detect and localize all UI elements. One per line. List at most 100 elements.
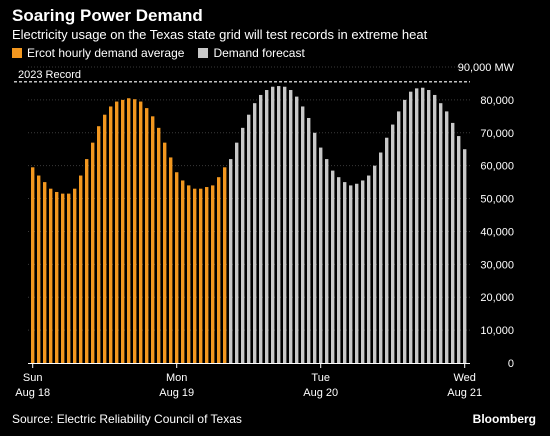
y-tick-label: 60,000 [480, 161, 514, 173]
bar-forecast [427, 90, 431, 364]
bar-forecast [385, 137, 389, 363]
bar-actual [91, 142, 95, 363]
bar-forecast [349, 185, 353, 363]
bar-actual [163, 142, 167, 363]
bar-forecast [367, 175, 371, 363]
y-tick-label: 0 [508, 358, 514, 370]
bar-forecast [295, 96, 299, 363]
x-tick-label: Mon [166, 372, 187, 384]
bar-actual [61, 193, 65, 363]
bar-forecast [313, 132, 317, 363]
bar-forecast [235, 142, 239, 363]
y-tick-label: 10,000 [480, 325, 514, 337]
source-note: Source: Electric Reliability Council of … [12, 412, 242, 426]
bar-actual [151, 116, 155, 363]
legend: Ercot hourly demand average Demand forec… [12, 46, 319, 60]
bar-actual [205, 187, 209, 363]
bar-actual [175, 172, 179, 363]
bar-forecast [241, 127, 245, 363]
x-tick-label: Aug 18 [15, 387, 50, 399]
bar-forecast [361, 180, 365, 363]
bar-forecast [379, 152, 383, 363]
bar-forecast [439, 103, 443, 363]
bar-forecast [463, 149, 467, 363]
brand-logo: Bloomberg [472, 412, 536, 426]
bar-actual [187, 185, 191, 363]
bar-forecast [319, 147, 323, 363]
bar-forecast [301, 106, 305, 363]
y-tick-label: 80,000 [480, 95, 514, 107]
bar-actual [121, 99, 125, 363]
bar-forecast [265, 90, 269, 364]
bar-forecast [415, 88, 419, 363]
bar-actual [169, 157, 173, 363]
bar-forecast [451, 122, 455, 364]
x-tick-label: Sun [23, 372, 43, 384]
legend-label-actual: Ercot hourly demand average [27, 46, 185, 60]
bar-actual [211, 185, 215, 363]
bar-forecast [325, 159, 329, 363]
bar-actual [43, 182, 47, 363]
bar-forecast [277, 86, 281, 363]
bar-actual [223, 167, 227, 363]
bar-forecast [409, 91, 413, 364]
legend-swatch-forecast [198, 48, 209, 58]
bar-actual [97, 126, 101, 363]
bar-forecast [343, 182, 347, 363]
bar-actual [73, 188, 77, 363]
chart-title: Soaring Power Demand [12, 6, 203, 25]
legend-swatch-actual [12, 48, 22, 58]
bar-actual [193, 188, 197, 363]
bar-forecast [457, 136, 461, 363]
bar-forecast [307, 117, 311, 363]
x-tick-label: Aug 19 [159, 387, 194, 399]
bar-actual [79, 175, 83, 363]
bar-actual [127, 98, 131, 363]
bar-forecast [337, 177, 341, 363]
bar-forecast [445, 111, 449, 364]
bar-actual [31, 167, 35, 363]
legend-label-forecast: Demand forecast [213, 46, 305, 60]
bar-actual [115, 101, 119, 364]
x-tick-label: Aug 21 [447, 387, 482, 399]
y-tick-label: 50,000 [480, 194, 514, 206]
y-tick-label: 20,000 [480, 292, 514, 304]
bar-actual [133, 99, 137, 363]
record-label: 2023 Record [18, 69, 81, 81]
bar-actual [37, 175, 41, 363]
bar-actual [109, 106, 113, 363]
bar-actual [49, 188, 53, 363]
bar-forecast [247, 114, 251, 363]
bar-actual [199, 188, 203, 363]
bar-actual [67, 193, 71, 363]
bar-forecast [433, 94, 437, 363]
x-tick-label: Wed [453, 372, 475, 384]
bar-actual [85, 159, 89, 363]
bar-actual [217, 177, 221, 363]
bar-forecast [421, 87, 425, 363]
bar-forecast [331, 170, 335, 363]
y-tick-label: 70,000 [480, 128, 514, 140]
bar-forecast [271, 86, 275, 363]
y-tick-label: 40,000 [480, 226, 514, 238]
bar-forecast [259, 94, 263, 363]
bar-forecast [253, 103, 257, 363]
bar-actual [55, 191, 59, 363]
y-tick-label: 90,000 MW [458, 62, 515, 74]
bar-actual [157, 127, 161, 363]
bar-forecast [403, 99, 407, 363]
y-tick-label: 30,000 [480, 259, 514, 271]
bar-forecast [397, 111, 401, 364]
legend-item-actual: Ercot hourly demand average [12, 46, 184, 60]
bar-actual [181, 180, 185, 363]
legend-item-forecast: Demand forecast [198, 46, 305, 60]
bar-forecast [289, 90, 293, 364]
bar-actual [103, 114, 107, 363]
bar-forecast [229, 159, 233, 363]
bar-actual [145, 108, 149, 363]
x-tick-label: Aug 20 [303, 387, 338, 399]
bar-forecast [283, 86, 287, 363]
bar-actual [139, 101, 143, 364]
chart-subtitle: Electricity usage on the Texas state gri… [12, 27, 428, 42]
